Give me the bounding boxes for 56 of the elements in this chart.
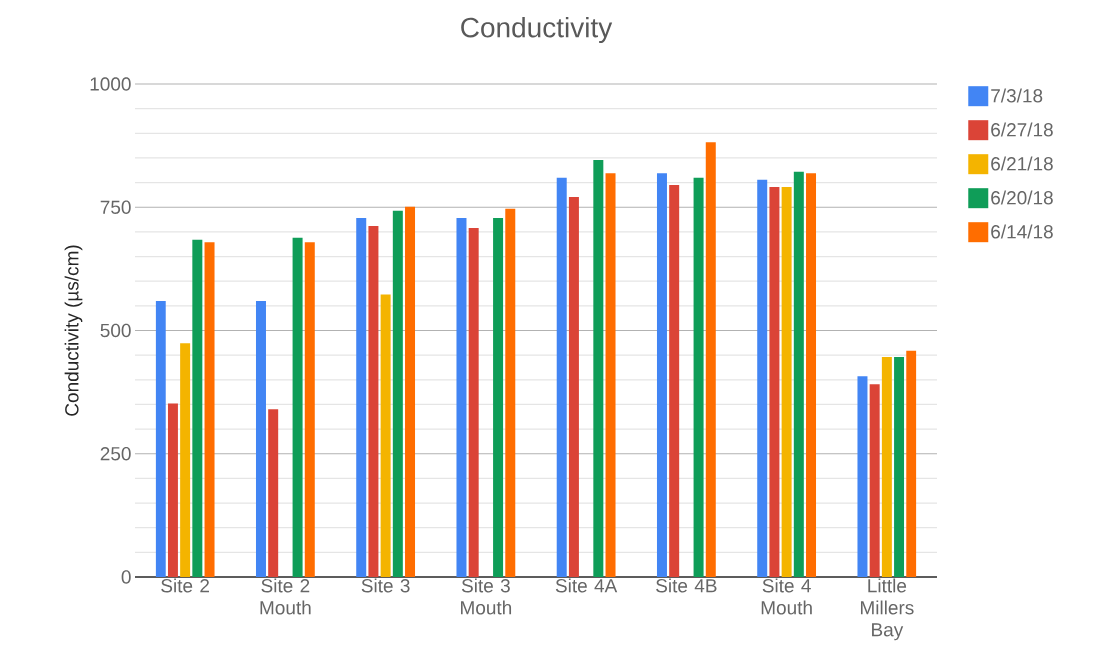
bar <box>204 242 215 577</box>
bar <box>493 218 504 577</box>
y-tick-label: 1000 <box>90 77 131 91</box>
legend-label: 6/21/18 <box>991 156 1053 171</box>
bar <box>268 409 279 577</box>
bar <box>669 185 680 577</box>
bar <box>757 179 768 577</box>
bar <box>894 357 905 577</box>
y-tick-label: 250 <box>100 447 131 461</box>
bar <box>392 210 403 577</box>
y-axis-title: Conductivity (µs/cm) <box>64 245 83 416</box>
bar <box>380 294 391 577</box>
bar <box>881 357 892 577</box>
legend-label: 6/27/18 <box>991 122 1053 137</box>
bar <box>769 187 780 577</box>
bar <box>405 206 416 577</box>
x-tick-label: Site 4B <box>656 578 717 593</box>
bar <box>869 384 880 577</box>
bar <box>781 187 792 577</box>
bar <box>806 173 817 577</box>
x-tick-label: Site 3 Mouth <box>461 578 512 615</box>
x-tick-label: Site 4 Mouth <box>761 578 812 615</box>
bar <box>356 218 367 577</box>
bar <box>857 376 868 577</box>
bar <box>656 173 667 577</box>
x-tick-label: Site 2 Mouth <box>260 578 311 615</box>
bar <box>793 171 804 577</box>
bar <box>167 403 178 577</box>
legend-label: 7/3/18 <box>991 88 1043 103</box>
legend-label: 6/14/18 <box>991 224 1053 239</box>
bar <box>468 227 479 577</box>
y-tick-label: 750 <box>100 200 131 214</box>
bar <box>593 159 604 577</box>
bar <box>155 300 166 577</box>
bar <box>368 225 379 577</box>
bar <box>304 242 315 577</box>
x-tick-label: Site 4A <box>555 578 618 593</box>
chart-title: Conductivity <box>461 16 613 44</box>
bar <box>693 177 704 577</box>
x-tick-label: Site 3 <box>361 578 410 593</box>
bar <box>180 343 191 577</box>
bar <box>556 177 567 577</box>
bar <box>568 196 579 577</box>
bar <box>456 218 467 577</box>
bar <box>255 300 266 577</box>
bar <box>292 237 303 577</box>
x-tick-label: Site 2 <box>161 578 209 593</box>
bar <box>192 239 203 577</box>
bar <box>906 350 917 577</box>
bar <box>605 173 616 577</box>
y-tick-label: 500 <box>100 323 131 338</box>
bar <box>705 142 716 577</box>
bar <box>505 208 516 577</box>
legend-label: 6/20/18 <box>991 190 1053 205</box>
x-tick-label: Little Millers Bay <box>860 578 914 641</box>
y-tick-label: 0 <box>121 570 131 584</box>
